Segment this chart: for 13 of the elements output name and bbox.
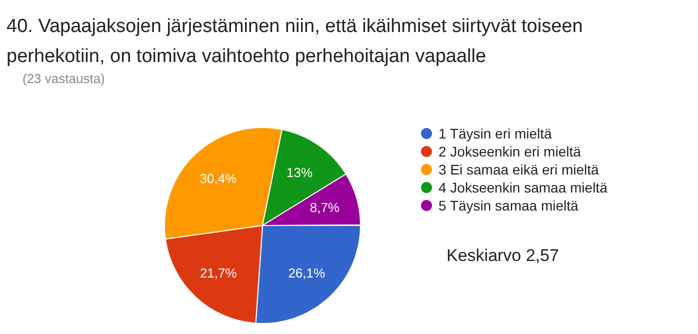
legend-label: 1 Täysin eri mieltä: [438, 126, 552, 142]
legend-label: 5 Täysin samaa mieltä: [438, 198, 579, 214]
text: Keskiarvo 2,57: [446, 246, 559, 265]
data-label: 8,7%: [310, 200, 340, 216]
data-label: 13%: [286, 164, 313, 180]
chart-title: 40. Vapaajaksojen järjestäminen niin, että ikäihmiset siirtyvät toiseen perhekotiin, on toimiva vaihtoehto perhehoitajan vapaalle: [6, 16, 583, 67]
data-label: 30,4%: [200, 170, 238, 186]
legend-label: 4 Jokseenkin samaa mieltä: [438, 180, 608, 196]
legend-label: 3 Ei samaa eikä eri mieltä: [438, 162, 600, 178]
data-label: 21,7%: [200, 265, 238, 280]
legend-label: 2 Jokseenkin eri mieltä: [438, 144, 582, 160]
chart-subtitle: (23 vastausta): [22, 71, 105, 86]
data-label: 26,1%: [288, 265, 326, 280]
